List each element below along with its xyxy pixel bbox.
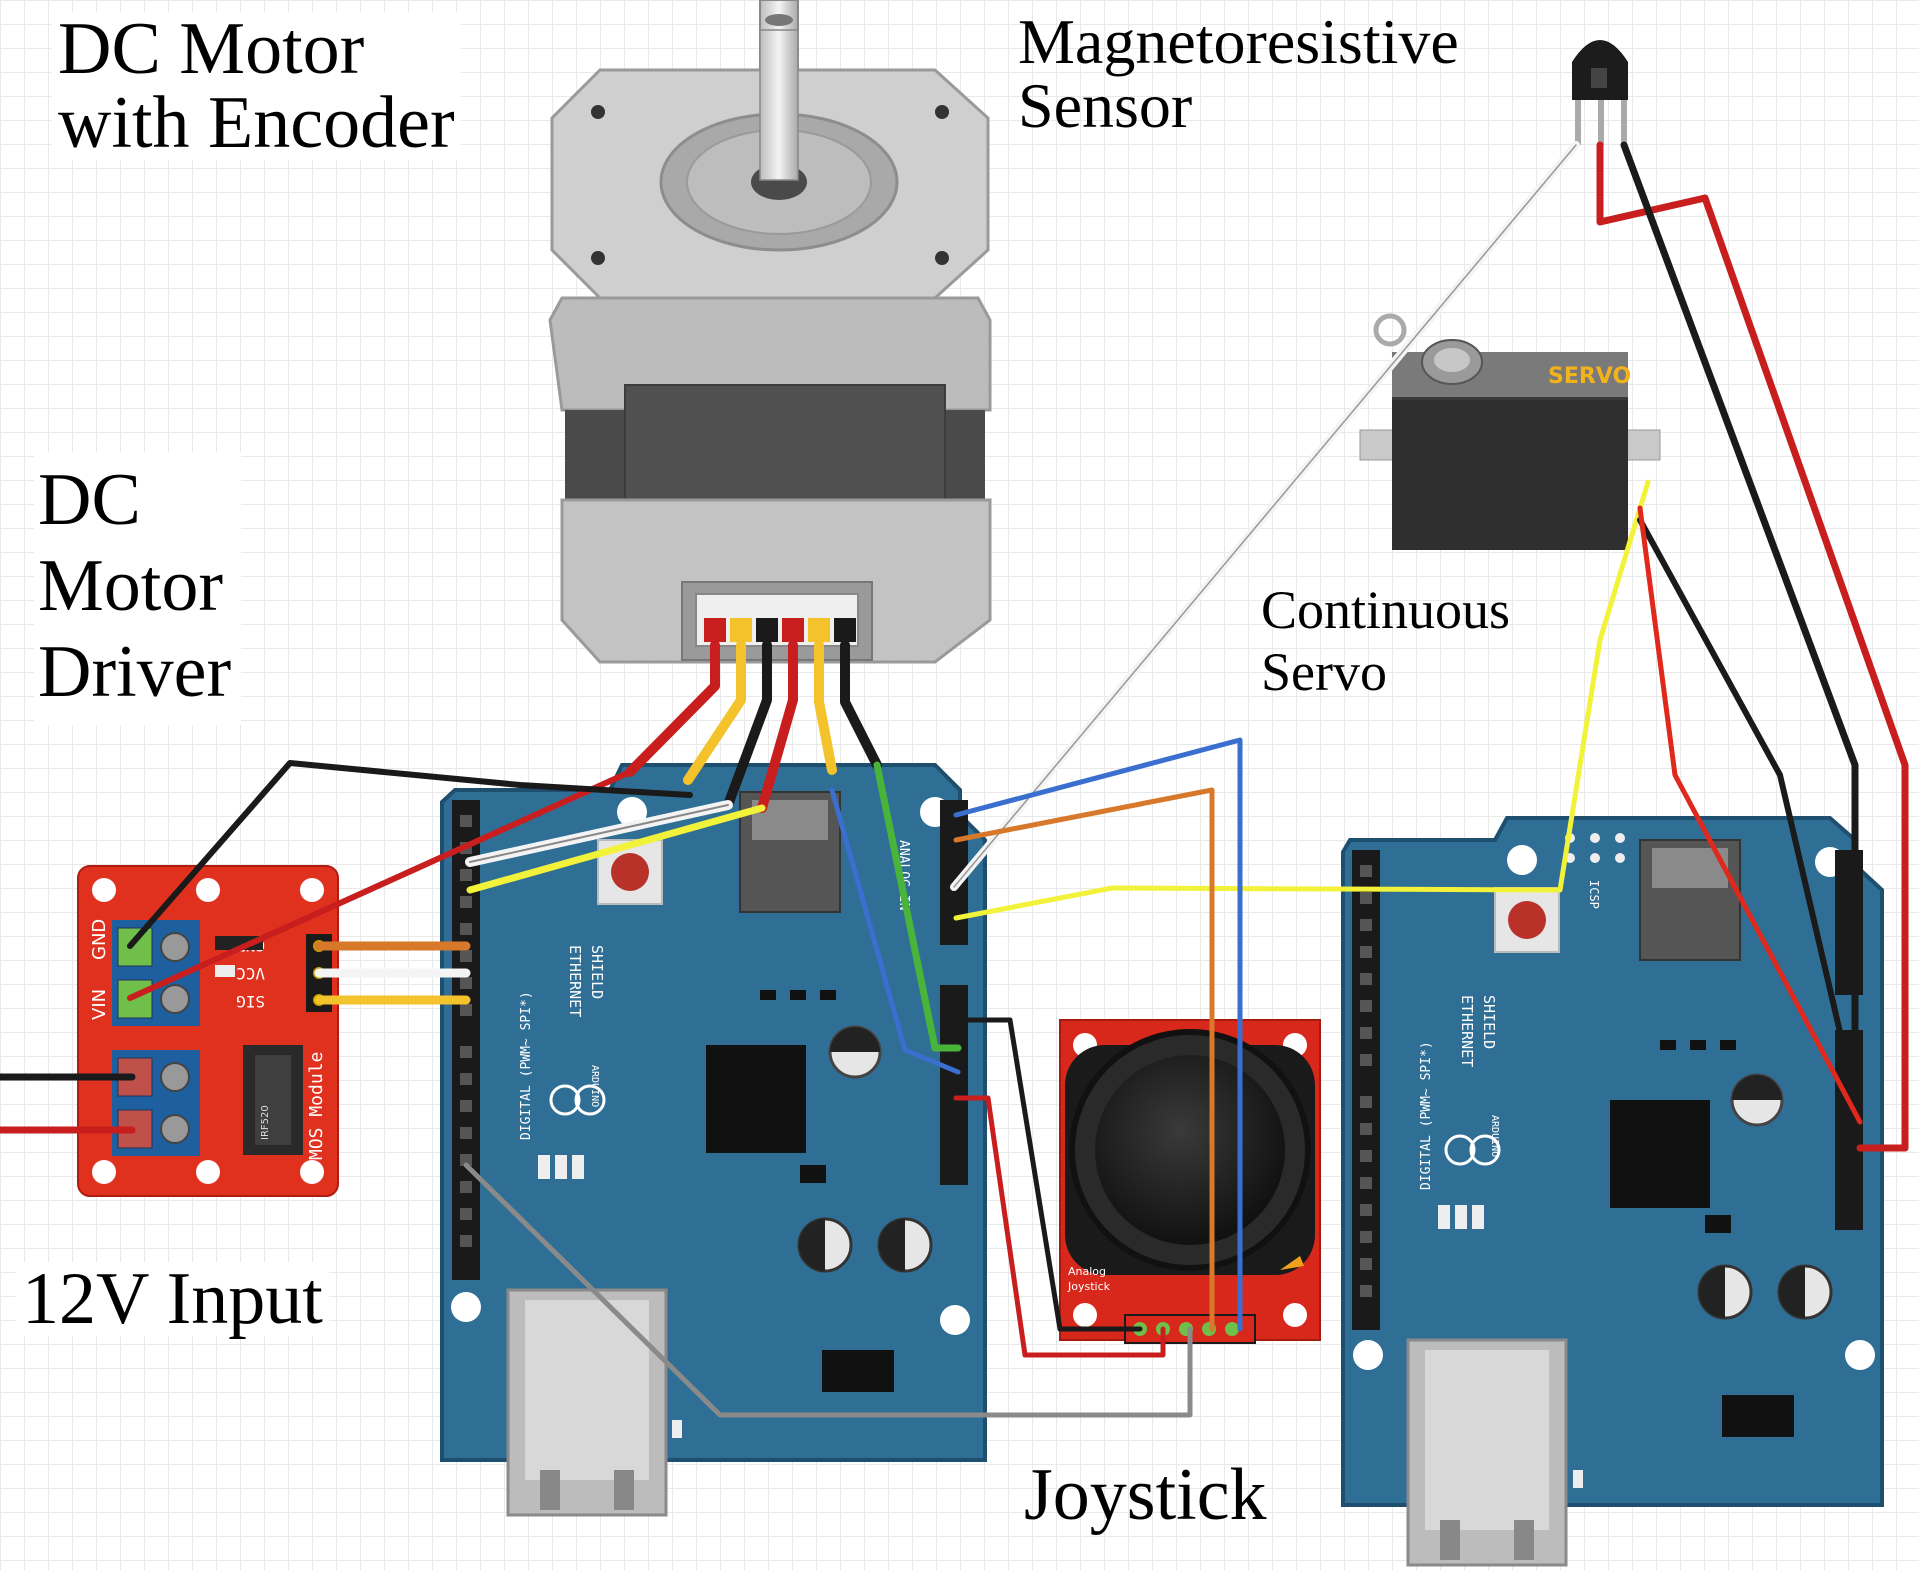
wire-black-driver-gnd (127, 760, 693, 949)
analog-joystick: Analog Joystick (1059, 1019, 1321, 1344)
wire-white-digital-outline (469, 804, 729, 863)
wire-black-sensor-gnd (1620, 141, 1859, 1074)
digital-header-label-left: DIGITAL (PWM~ SPI*) (519, 991, 534, 1140)
shield-label-right-1: ETHERNET (1458, 995, 1476, 1067)
wire-yellow-digital (466, 804, 766, 894)
driver-gnd-label: GND (89, 919, 110, 960)
mos-module-label: MOS Module (306, 1052, 327, 1160)
wire-red-joystick-vcc (953, 1095, 1166, 1358)
shield-label-left-1: ETHERNET (566, 945, 584, 1017)
wire-motor-red-2 (757, 640, 798, 813)
servo-label: SERVO (1548, 364, 1631, 389)
label-12v-input: 12V Input (16, 1262, 329, 1336)
icsp-label: ICSP (1587, 880, 1601, 909)
wiring (0, 141, 1909, 1418)
wire-motor-yellow-1 (683, 640, 746, 785)
wire-yellow-analog (953, 885, 1115, 921)
wire-motor-black-1 (723, 640, 772, 810)
joystick-board-label-2: Joystick (1067, 1280, 1111, 1293)
arduino-label-right: ARDUINO (1489, 1115, 1500, 1157)
driver-vin-label: VIN (89, 989, 110, 1020)
digital-header-label-right: DIGITAL (PWM~ SPI*) (1419, 1041, 1434, 1190)
arduino-ethernet-shield-left: DIGITAL (PWM~ SPI*) ANALOG IN ETHERNET S… (440, 763, 987, 1517)
shield-label-left-2: SHIELD (588, 945, 606, 999)
continuous-servo: SERVO (1359, 313, 1661, 550)
wire-motor-black-2 (840, 640, 882, 770)
arduino-ethernet-shield-right: DIGITAL (PWM~ SPI*) ETHERNET SHIELD ARDU… (1341, 816, 1884, 1567)
driver-pin-sig: SIG (236, 992, 265, 1011)
driver-pin-vcc: VCC (236, 964, 265, 983)
wire-red-sensor-vcc (1596, 141, 1909, 1152)
wire-red-driver-vin (127, 769, 633, 1001)
mosfet-label: IRF520 (260, 1105, 271, 1140)
label-dc-motor-driver: DC Motor Driver (34, 452, 242, 726)
wire-black-servo-gnd (1637, 517, 1853, 1078)
arduino-label-left: ARDUINO (589, 1065, 600, 1107)
label-dc-motor-with-encoder: DC Motor with Encoder (52, 12, 461, 160)
wire-motor-red-1 (625, 640, 720, 777)
label-magnetoresistive-sensor: Magnetoresistive Sensor (1018, 6, 1459, 141)
wire-orange-joystick (953, 787, 1215, 1332)
label-joystick: Joystick (1024, 1454, 1267, 1536)
wire-yellow-servo-signal (1109, 479, 1651, 893)
wire-white-sensor-outline (953, 144, 1577, 888)
joystick-board-label-1: Analog (1068, 1265, 1106, 1278)
wire-grey-joystick-sel (463, 1162, 1193, 1418)
wire-green-encoder (873, 761, 962, 1052)
label-continuous-servo: Continuous Servo (1261, 580, 1511, 702)
wire-blue-encoder (829, 787, 961, 1075)
wire-blue-joystick (953, 737, 1243, 1332)
dc-motor-with-encoder (548, 0, 992, 664)
mos-motor-driver: VIN GND IRF520 MOS Module GND VCC SIG (77, 865, 339, 1197)
wire-red-servo-vcc (1637, 505, 1863, 1125)
wire-black-joystick-gnd (953, 1017, 1143, 1332)
magnetoresistive-sensor (1572, 40, 1628, 145)
shield-label-right-2: SHIELD (1480, 995, 1498, 1049)
wire-motor-yellow-2 (814, 640, 837, 775)
